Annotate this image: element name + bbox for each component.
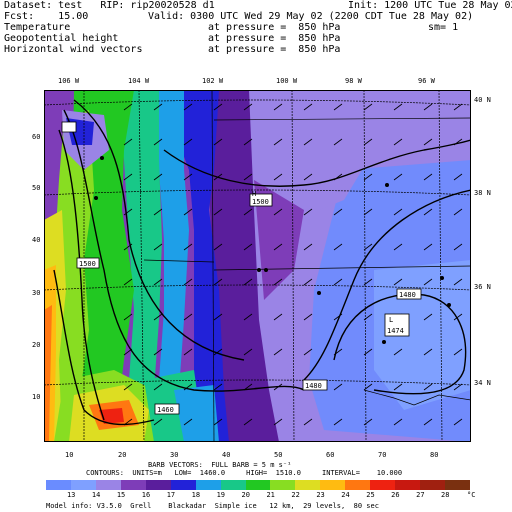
colorbar-swatch xyxy=(445,480,470,490)
colorbar-swatch xyxy=(170,480,196,490)
contour-high-letter: H xyxy=(252,190,256,198)
lon-label: 98 W xyxy=(345,77,362,85)
field-temperature-level: at pressure = 850 hPa xyxy=(208,22,341,33)
contour-label: 1500 xyxy=(252,198,269,206)
colorbar-label: 15 xyxy=(116,491,126,499)
contour-low-value: 1474 xyxy=(387,327,404,335)
field-wind-level: at pressure = 850 hPa xyxy=(208,44,341,55)
colorbar-swatch xyxy=(420,480,445,490)
lat-label: 40 N xyxy=(474,96,491,104)
field-height-level: at pressure = 850 hPa xyxy=(208,33,341,44)
colorbar-swatch xyxy=(145,480,171,490)
lon-label: 102 W xyxy=(202,77,224,85)
colorbar-swatch xyxy=(295,480,321,490)
lon-label: 106 W xyxy=(58,77,80,85)
x-tick-label: 80 xyxy=(430,451,439,459)
field-height: Geopotential height xyxy=(4,33,119,44)
y-tick-label: 40 xyxy=(32,236,41,244)
temperature-map: H 1500 1500 1480 L 1474 1480 1460 xyxy=(44,90,471,442)
colorbar-swatch xyxy=(70,480,96,490)
forecast-hour: Fcst: 15.00 xyxy=(4,11,89,22)
y-tick-label: 50 xyxy=(32,184,41,192)
contour-label: 1500 xyxy=(79,260,96,268)
temperature-colorbar xyxy=(46,480,470,490)
colorbar-label: 18 xyxy=(191,491,201,499)
y-tick-label: 10 xyxy=(32,393,41,401)
colorbar-label: 24 xyxy=(341,491,350,499)
lat-label: 38 N xyxy=(474,189,491,197)
dataset-label: Dataset: test RIP: rip20020528 d1 xyxy=(4,0,215,11)
height-contours xyxy=(53,99,471,426)
smoothing: sm= 1 xyxy=(428,22,459,33)
field-temperature: Temperature xyxy=(4,22,71,33)
colorbar-swatch xyxy=(120,480,146,490)
y-tick-label: 60 xyxy=(32,133,41,141)
x-tick-label: 40 xyxy=(222,451,231,459)
x-tick-label: 20 xyxy=(118,451,127,459)
barb-legend: BARB VECTORS: FULL BARB = 5 m s⁻¹ xyxy=(148,461,292,469)
init-time: Init: 1200 UTC Tue 28 May 02 xyxy=(348,0,512,11)
contour-label: 1460 xyxy=(157,406,174,414)
contour-low-letter: L xyxy=(389,316,393,324)
colorbar-label: 26 xyxy=(391,491,400,499)
y-tick-label: 20 xyxy=(32,341,41,349)
colorbar-label: 22 xyxy=(291,491,300,499)
model-info: Model info: V3.5.0 Grell Blackadar Simpl… xyxy=(46,502,379,510)
x-tick-label: 70 xyxy=(378,451,387,459)
state-boundaries xyxy=(44,90,471,442)
contour-label: 1480 xyxy=(399,291,416,299)
colorbar-swatch xyxy=(270,480,296,490)
colorbar-label: 20 xyxy=(241,491,250,499)
colorbar-label: 28 xyxy=(441,491,450,499)
colorbar-label: 17 xyxy=(166,491,176,499)
colorbar-label: 23 xyxy=(316,491,325,499)
colorbar-swatch xyxy=(46,480,71,490)
colorbar-label: 19 xyxy=(216,491,226,499)
colorbar-label: 14 xyxy=(91,491,101,499)
y-tick-label: 30 xyxy=(32,289,41,297)
colorbar-label: 21 xyxy=(266,491,275,499)
colorbar-label: 25 xyxy=(366,491,375,499)
contour-label: 1480 xyxy=(305,382,322,390)
lat-label: 36 N xyxy=(474,283,491,291)
x-tick-label: 50 xyxy=(274,451,283,459)
valid-time: Valid: 0300 UTC Wed 29 May 02 (2200 CDT … xyxy=(148,11,474,22)
colorbar-label: 16 xyxy=(141,491,151,499)
colorbar-swatch xyxy=(245,480,271,490)
lon-label: 100 W xyxy=(276,77,298,85)
x-tick-label: 30 xyxy=(170,451,179,459)
field-wind: Horizontal wind vectors xyxy=(4,44,143,55)
lat-label: 34 N xyxy=(474,379,491,387)
colorbar-swatch xyxy=(395,480,421,490)
lon-label: 96 W xyxy=(418,77,435,85)
x-tick-label: 10 xyxy=(65,451,74,459)
colorbar-swatch xyxy=(195,480,221,490)
contour-legend: CONTOURS: UNITS=m LOW= 1460.0 HIGH= 1510… xyxy=(86,469,403,477)
colorbar-label: 13 xyxy=(66,491,76,499)
city-markers xyxy=(94,156,451,344)
x-tick-label: 60 xyxy=(326,451,335,459)
colorbar-swatch xyxy=(370,480,396,490)
map-frame xyxy=(44,90,471,442)
colorbar-swatch xyxy=(345,480,371,490)
colorbar-unit: °C xyxy=(467,491,476,499)
lon-label: 104 W xyxy=(128,77,150,85)
colorbar-swatch xyxy=(220,480,246,490)
colorbar-swatch xyxy=(320,480,346,490)
colorbar-label: 27 xyxy=(416,491,425,499)
colorbar-swatch xyxy=(95,480,121,490)
contour-label-boxes xyxy=(61,121,422,415)
